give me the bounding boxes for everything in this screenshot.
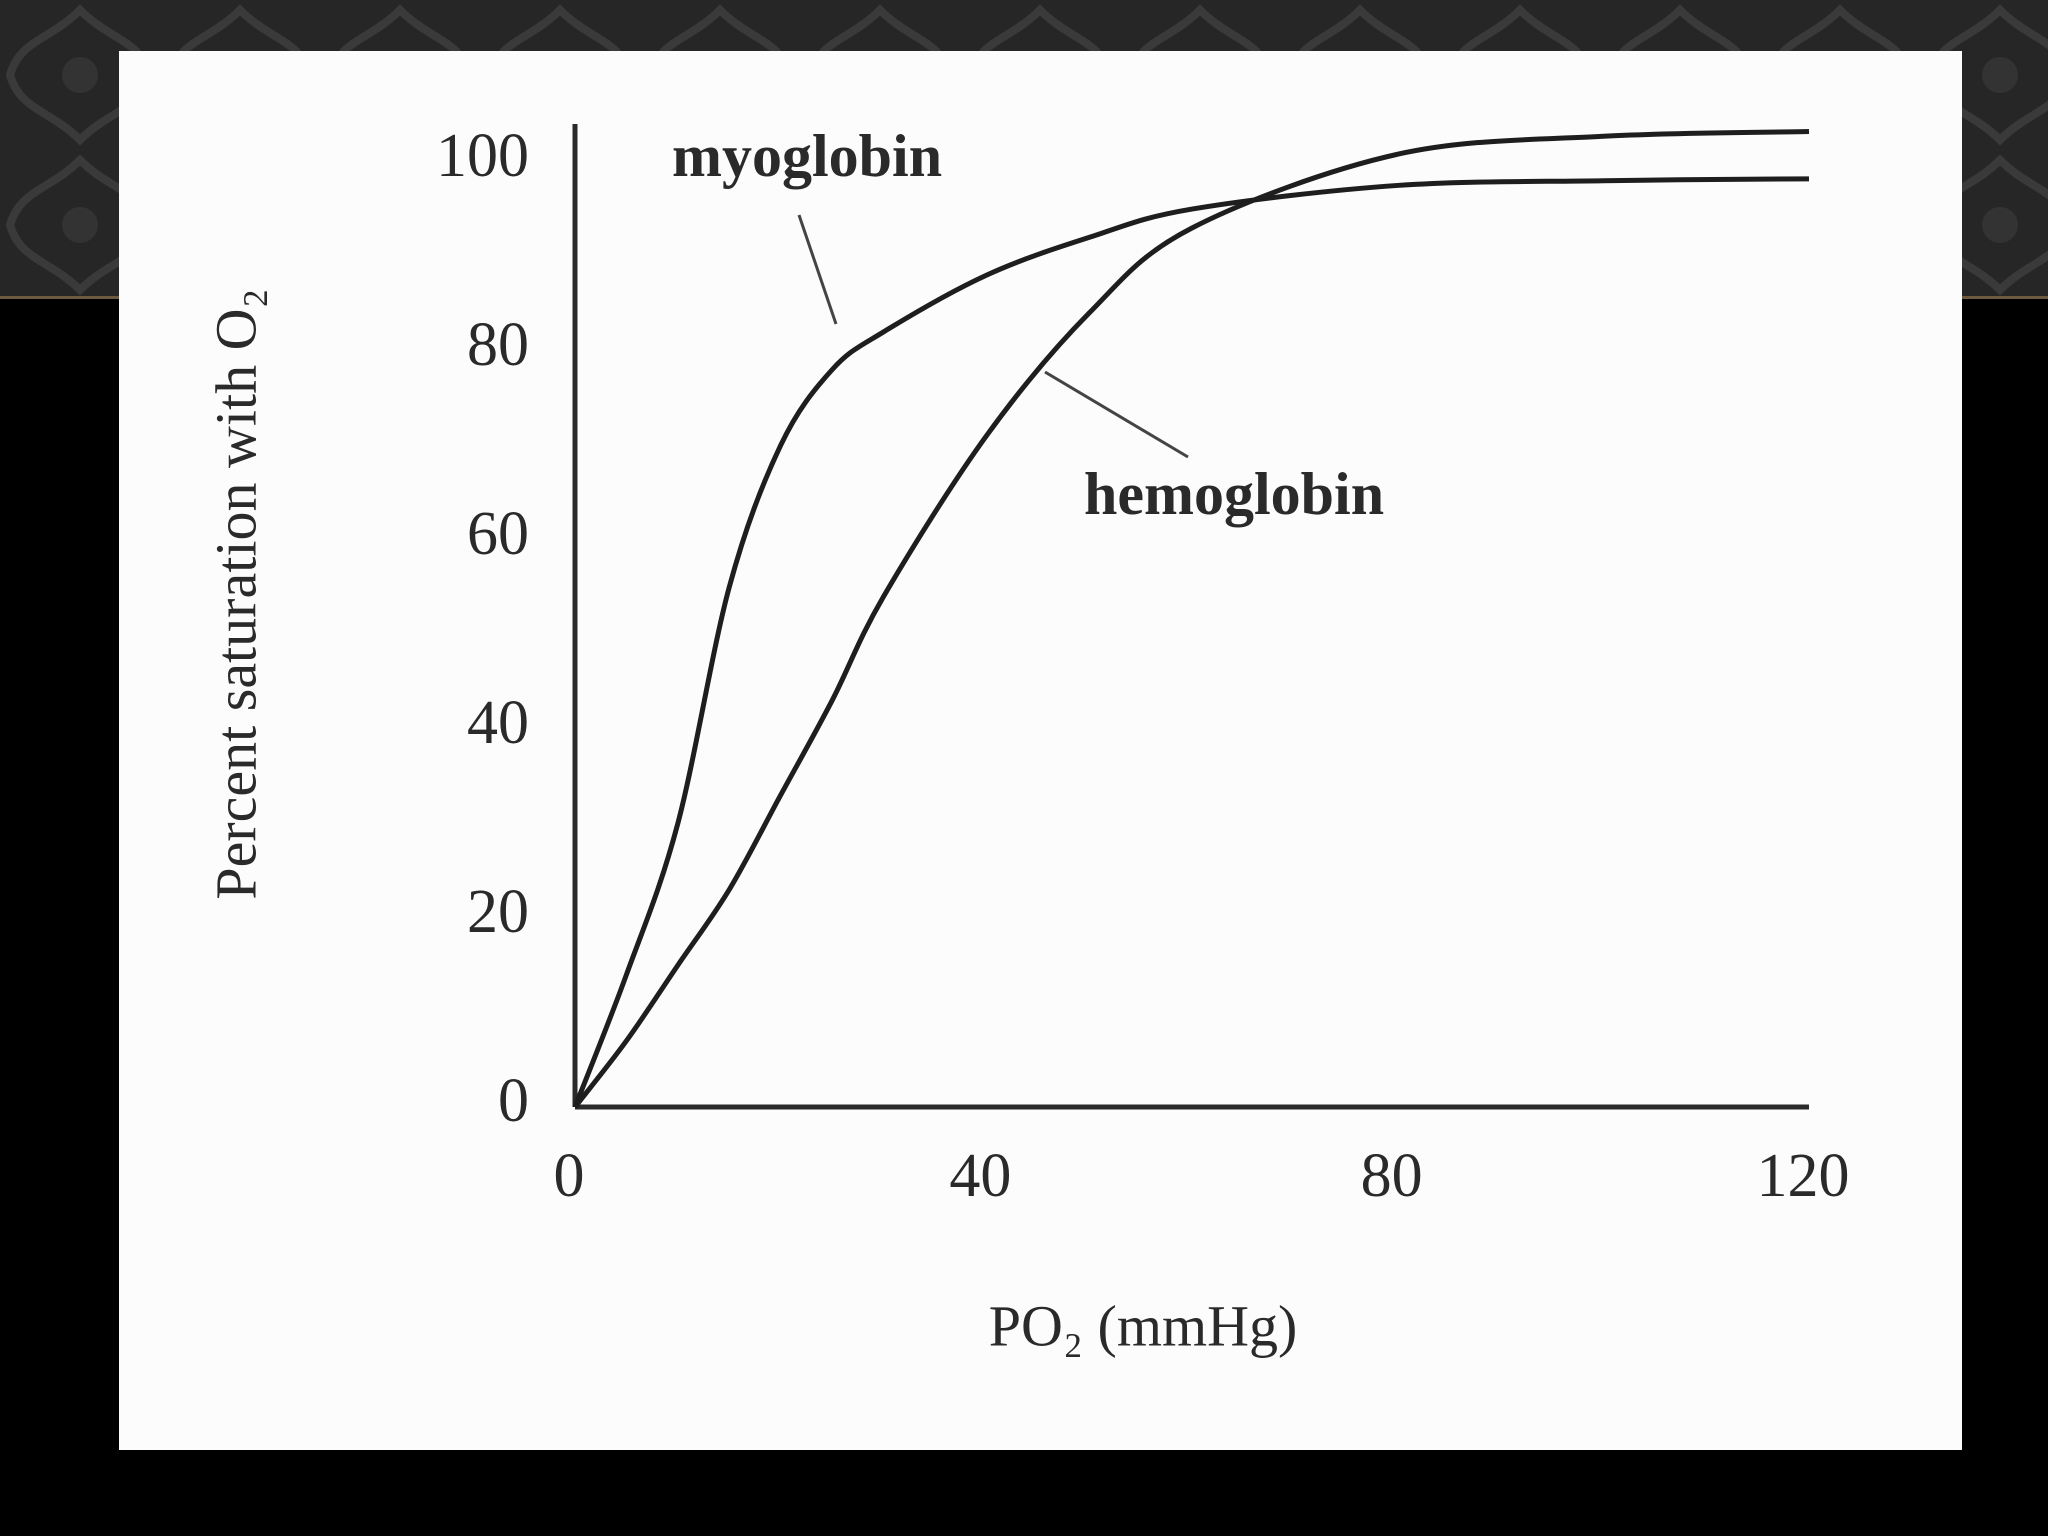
y-tick-label: 0 — [498, 1067, 529, 1135]
leader-line — [797, 214, 838, 325]
curve — [572, 176, 1810, 1108]
y-axis-label: Percent saturation with O₂ — [203, 288, 268, 899]
curve — [573, 129, 1810, 1109]
y-tick-label: 40 — [467, 689, 529, 757]
y-tick-label: 100 — [436, 122, 529, 190]
y-tick-label: 20 — [467, 878, 529, 946]
curve-label: myoglobin — [672, 123, 942, 189]
curve-label: hemoglobin — [1084, 461, 1384, 527]
y-tick-label: 80 — [467, 311, 529, 379]
x-tick-label: 80 — [1361, 1142, 1423, 1210]
x-tick-label: 120 — [1757, 1142, 1850, 1210]
x-tick-label: 0 — [554, 1142, 585, 1210]
y-tick-label: 60 — [467, 500, 529, 568]
x-tick-label: 40 — [949, 1142, 1011, 1210]
leader-line — [1044, 370, 1189, 459]
chart-panel — [119, 51, 1962, 1450]
x-axis-label: PO₂ (mmHg) — [989, 1293, 1298, 1358]
